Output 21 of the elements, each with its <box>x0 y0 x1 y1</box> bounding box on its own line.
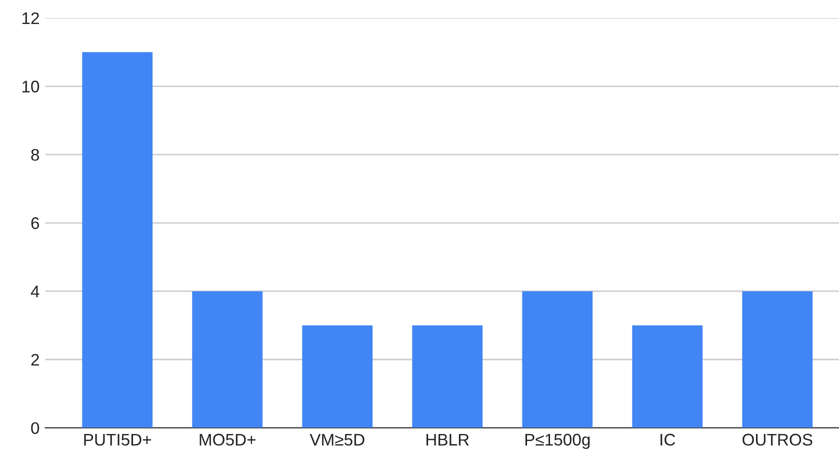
y-tick-label: 4 <box>30 286 40 298</box>
bar <box>82 52 153 428</box>
x-tick-label: P≤1500g <box>525 434 590 449</box>
x-tick-label: HBLR <box>426 434 469 446</box>
bar <box>302 325 373 428</box>
y-tick-label: 2 <box>31 354 39 366</box>
bar <box>412 325 483 428</box>
y-tick-label: 12 <box>22 12 39 24</box>
y-tick-label: 10 <box>22 80 40 92</box>
y-tick-label: 8 <box>31 148 40 161</box>
x-tick-label: MO5D+ <box>200 434 256 446</box>
x-tick-label: IC <box>660 434 676 446</box>
y-tick-label: 0 <box>31 422 40 434</box>
bar <box>742 291 813 428</box>
x-tick-label: PUTI5D+ <box>84 434 152 446</box>
bar <box>632 325 703 428</box>
bar <box>522 291 593 428</box>
bar <box>192 291 263 428</box>
x-tick-label: VM≥5D <box>310 434 364 446</box>
y-tick-label: 6 <box>31 217 40 230</box>
x-tick-label: OUTROS <box>742 434 812 446</box>
